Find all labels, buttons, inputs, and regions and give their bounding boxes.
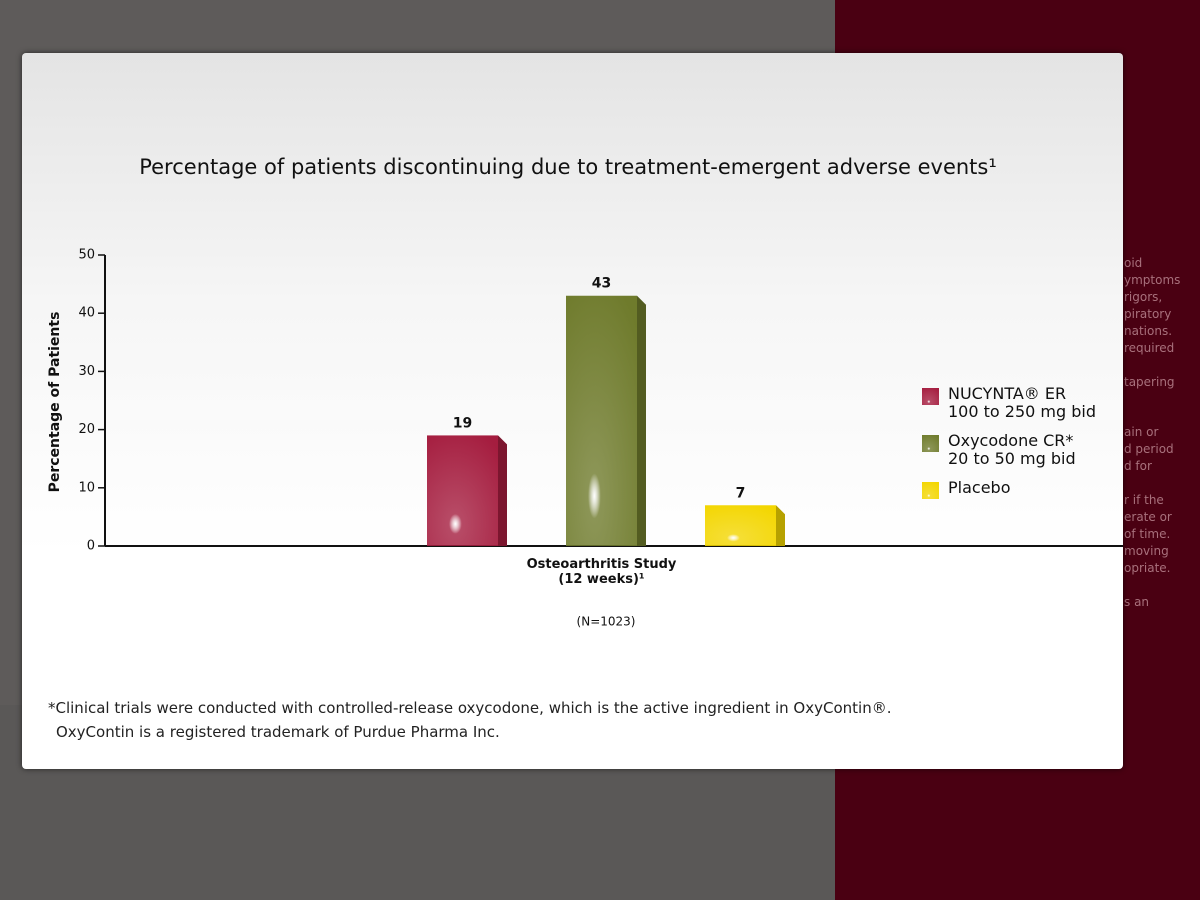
y-tick-label: 30 — [78, 364, 95, 379]
data-label: 19 — [453, 415, 472, 431]
legend-label: NUCYNTA® ER 100 to 250 mg bid — [948, 384, 1096, 421]
background-text: ymptoms — [1124, 273, 1181, 287]
data-label: 7 — [736, 485, 746, 501]
background-text: moving — [1124, 544, 1169, 558]
y-tick-label: 50 — [78, 248, 95, 263]
bar-side — [637, 295, 646, 546]
bar-side — [498, 435, 507, 546]
data-label: 43 — [592, 276, 611, 292]
y-axis-label: Percentage of Patients — [47, 312, 63, 493]
legend-swatch — [922, 482, 939, 499]
background-text: tapering — [1124, 375, 1175, 389]
bar — [705, 505, 776, 546]
background-text: oid — [1124, 256, 1143, 270]
background-text: nations. — [1124, 324, 1173, 338]
footnote: OxyContin is a registered trademark of P… — [56, 723, 500, 741]
annotation: (N=1023) — [577, 615, 636, 629]
background-text: of time. — [1124, 527, 1171, 541]
background-text: required — [1124, 341, 1175, 355]
background-text: piratory — [1124, 307, 1172, 321]
bar-side — [776, 505, 785, 546]
legend-swatch — [922, 435, 939, 452]
legend-label: Placebo — [948, 478, 1011, 497]
background-text: rigors, — [1124, 290, 1163, 304]
background-text: opriate. — [1124, 561, 1171, 575]
y-tick-label: 10 — [78, 480, 95, 495]
y-tick-label: 0 — [87, 539, 95, 554]
bar — [566, 295, 637, 546]
background-text: d period — [1124, 442, 1174, 456]
bar — [427, 435, 498, 546]
x-tick-label: Osteoarthritis Study (12 weeks)¹ — [526, 557, 677, 587]
background-text: r if the — [1124, 493, 1164, 507]
background-text: s an — [1124, 595, 1150, 609]
background-text: d for — [1124, 459, 1152, 473]
background-text: erate or — [1124, 510, 1172, 524]
y-tick-label: 40 — [78, 306, 95, 321]
chart-title: Percentage of patients discontinuing due… — [139, 155, 997, 179]
legend-label: Oxycodone CR* 20 to 50 mg bid — [948, 431, 1076, 468]
background-text: ain or — [1124, 425, 1159, 439]
footnote: *Clinical trials were conducted with con… — [48, 699, 892, 717]
y-tick-label: 20 — [78, 422, 95, 437]
legend-swatch — [922, 388, 939, 405]
